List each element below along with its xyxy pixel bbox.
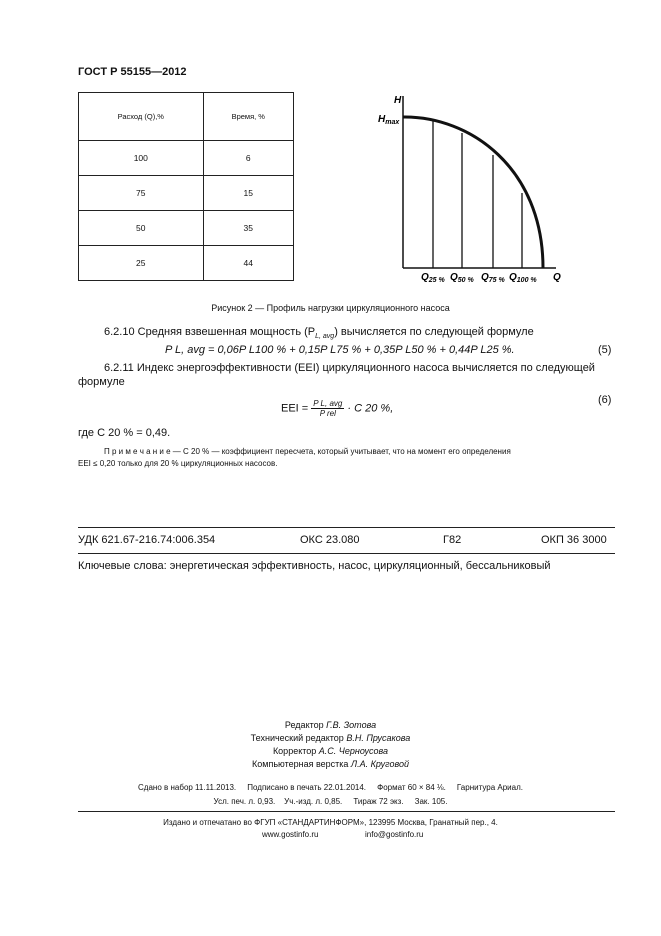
divider — [78, 527, 615, 528]
y-axis-label: H — [394, 95, 402, 106]
paragraph-6-2-10: 6.2.10 Средняя взвешенная мощность (PL, … — [104, 326, 534, 341]
hmax-label: Hmax — [378, 114, 400, 126]
print-info-1: Сдано в набор 11.11.2013. Подписано в пе… — [138, 783, 523, 792]
pump-curve-figure: H Hmax Q Q25 % Q50 % Q75 % Q100 % — [378, 95, 561, 284]
cell: 44 — [202, 245, 295, 281]
x-axis-label: Q — [553, 272, 561, 283]
credit-layout: Компьютерная верстка Л.А. Круговой — [252, 759, 409, 769]
credit-tech-editor: Технический редактор В.Н. Прусакова — [250, 733, 411, 743]
website-link[interactable]: www.gostinfo.ru — [262, 830, 319, 839]
where-clause: где C 20 % = 0,49. — [78, 427, 171, 439]
table-row: 25 44 — [78, 245, 295, 281]
col-header: Время, % — [202, 92, 295, 141]
tick-q100: Q100 % — [509, 272, 537, 284]
credit-corrector: Корректор А.С. Черноусова — [272, 746, 389, 756]
tick-q50: Q50 % — [450, 272, 475, 284]
paragraph-6-2-11-cont: формуле — [78, 376, 125, 388]
table-row: 100 6 — [78, 140, 295, 176]
group-code: Г82 — [443, 534, 462, 546]
divider — [78, 553, 615, 554]
tick-q25: Q25 % — [421, 272, 446, 284]
email-link[interactable]: info@gostinfo.ru — [365, 830, 424, 839]
print-info-2: Усл. печ. л. 0,93. Уч.-изд. л. 0,85. Тир… — [213, 797, 448, 806]
keywords: Ключевые слова: энергетическая эффективн… — [78, 560, 551, 572]
note-line-2: EEI ≤ 0,20 только для 20 % циркуляционны… — [78, 459, 278, 468]
cell: 15 — [202, 175, 295, 211]
credit-editor: Редактор Г.В. Зотова — [284, 720, 377, 730]
cell: 25 — [78, 245, 204, 281]
note-line-1: П р и м е ч а н и е — C 20 % — коэффицие… — [104, 447, 511, 456]
cell: 100 — [78, 140, 204, 176]
pump-curve — [402, 115, 545, 269]
figure-caption: Рисунок 2 — Профиль нагрузки циркуляцион… — [211, 303, 450, 313]
formula-5: P L, avg = 0,06P L100 % + 0,15P L75 % + … — [165, 344, 515, 356]
oks: ОКС 23.080 — [300, 534, 360, 546]
standard-code: ГОСТ Р 55155—2012 — [78, 66, 187, 78]
formula-5-number: (5) — [598, 344, 612, 356]
paragraph-6-2-11: 6.2.11 Индекс энергоэффективности (EEI) … — [104, 362, 595, 374]
udk: УДК 621.67-216.74:006.354 — [78, 534, 216, 546]
table-row: 75 15 — [78, 175, 295, 211]
formula-6-number: (6) — [598, 394, 612, 406]
load-profile-table: Расход (Q),% Время, % 100 6 75 15 50 35 25 44 — [78, 92, 295, 281]
publisher: Издано и отпечатано во ФГУП «СТАНДАРТИНФ… — [163, 818, 498, 827]
cell: 35 — [202, 210, 295, 246]
divider — [78, 811, 615, 812]
formula-6: EEI = P L, avg P rel · C 20 %, — [281, 399, 394, 418]
tick-q75: Q75 % — [481, 272, 506, 284]
okp: ОКП 36 3000 — [541, 534, 607, 546]
col-header: Расход (Q),% — [78, 92, 204, 141]
